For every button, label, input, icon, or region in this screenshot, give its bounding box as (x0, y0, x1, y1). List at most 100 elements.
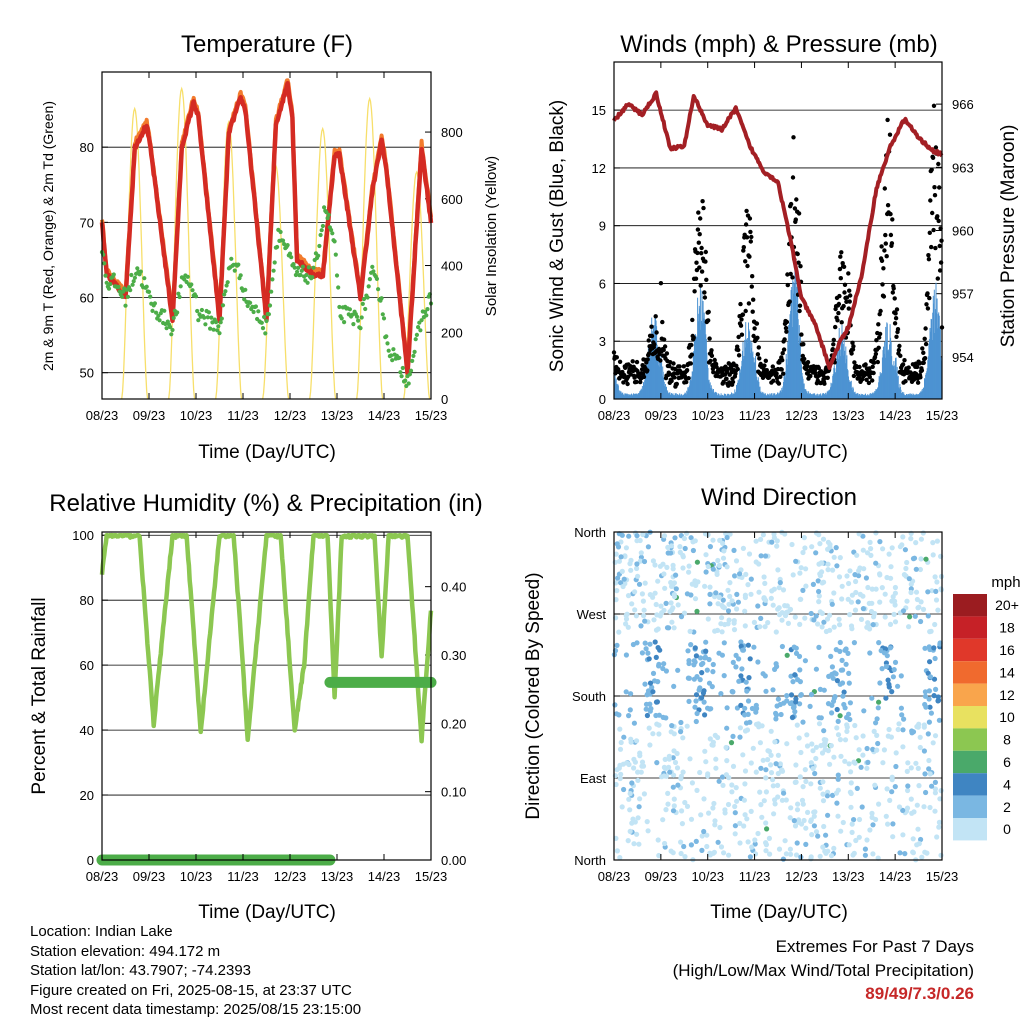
direction-point (904, 805, 911, 811)
direction-point (816, 715, 822, 721)
direction-point (762, 624, 768, 630)
direction-point (614, 848, 621, 854)
direction-point (720, 555, 727, 561)
direction-title: Wind Direction (701, 484, 857, 511)
direction-point (682, 854, 688, 860)
plot-frame (613, 61, 943, 400)
direction-point (877, 680, 883, 686)
dewpoint-point (358, 326, 363, 331)
direction-point (932, 808, 938, 814)
colorbar-label: 2 (1003, 799, 1011, 815)
direction-point (804, 743, 811, 749)
direction-point (721, 673, 727, 679)
direction-point (781, 700, 787, 706)
direction-point (778, 711, 784, 718)
direction-point (927, 771, 933, 777)
direction-point (710, 805, 716, 811)
gust-point (735, 366, 740, 372)
direction-point (810, 748, 816, 754)
direction-point (918, 536, 925, 542)
dewpoint-point (325, 216, 330, 221)
direction-point (684, 803, 691, 810)
x-tick-label: 11/23 (739, 408, 771, 423)
direction-point (790, 705, 797, 711)
direction-point (650, 594, 656, 600)
gust-point (893, 311, 898, 316)
dewpoint-point (203, 322, 208, 327)
direction-point (787, 606, 794, 613)
direction-point (730, 659, 736, 666)
direction-point (729, 789, 735, 795)
direction-point (680, 565, 686, 571)
direction-point (926, 696, 932, 702)
direction-point (643, 701, 650, 707)
dewpoint-point (260, 326, 266, 331)
direction-point (839, 657, 845, 664)
direction-point (797, 596, 803, 602)
gust-point (887, 132, 893, 137)
direction-point (749, 705, 756, 712)
direction-point (614, 642, 620, 649)
direction-point (748, 760, 754, 766)
gust-point (884, 254, 889, 259)
direction-point (936, 819, 943, 826)
direction-point (701, 699, 707, 705)
direction-point (837, 737, 844, 743)
direction-point (702, 655, 708, 661)
direction-point (721, 850, 727, 856)
direction-point (865, 584, 871, 591)
direction-point (872, 610, 878, 617)
direction-point (685, 648, 691, 654)
dewpoint-point (351, 322, 356, 327)
gust-point (661, 347, 666, 353)
direction-point (768, 770, 775, 776)
gust-point (885, 117, 890, 123)
direction-point (701, 828, 707, 835)
direction-point (882, 614, 888, 620)
dewpoint-point (397, 355, 402, 360)
gust-point (890, 217, 895, 222)
gust-point (878, 308, 883, 314)
humidity-ylabel-left: Percent & Total Rainfall (29, 597, 50, 794)
direction-point (815, 578, 821, 584)
direction-point (770, 602, 776, 608)
y-tick-label: 20 (80, 788, 94, 803)
direction-point (618, 771, 624, 777)
direction-point (670, 808, 677, 814)
direction-point (726, 617, 732, 623)
direction-point (784, 652, 790, 658)
y-right-tick-label: 954 (952, 350, 974, 365)
direction-point (719, 629, 725, 635)
direction-point (719, 652, 726, 658)
gust-point (625, 381, 630, 387)
dewpoint-point (271, 268, 276, 273)
direction-point (731, 627, 738, 633)
direction-point (887, 621, 894, 628)
direction-point (908, 765, 914, 771)
direction-point (672, 535, 678, 541)
gust-point (669, 378, 674, 384)
dewpoint-point (196, 318, 201, 323)
direction-point (737, 840, 743, 846)
dewpoint-point (220, 303, 226, 308)
direction-point (807, 703, 813, 710)
direction-point (867, 827, 873, 833)
direction-point (916, 721, 922, 727)
gust-point (671, 361, 676, 366)
direction-point (725, 587, 731, 593)
direction-point (825, 812, 831, 818)
direction-point (632, 589, 638, 595)
direction-point (854, 552, 860, 558)
direction-point (681, 535, 688, 542)
dewpoint-point (131, 279, 136, 284)
direction-point (930, 540, 936, 546)
direction-point (732, 803, 738, 810)
dewpoint-point (223, 289, 228, 294)
direction-point (649, 684, 655, 691)
gust-point (689, 352, 694, 357)
dewpoint-point (418, 328, 423, 333)
direction-point (647, 641, 653, 647)
gust-point (867, 374, 872, 380)
direction-point (811, 813, 817, 819)
direction-point (887, 645, 894, 651)
